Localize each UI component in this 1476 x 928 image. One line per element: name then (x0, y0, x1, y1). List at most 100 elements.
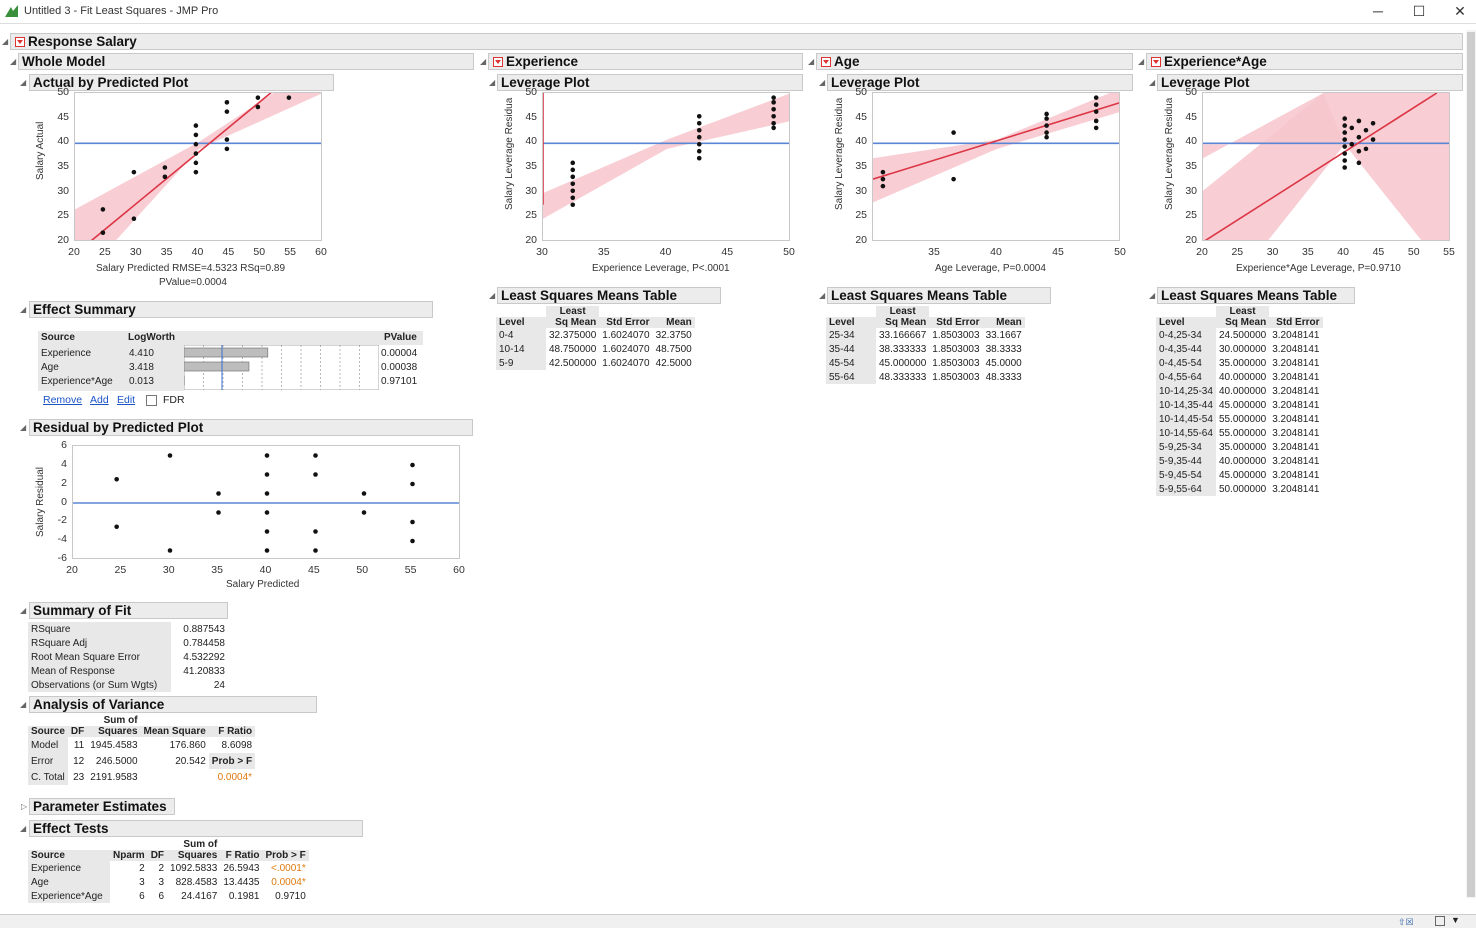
abp-y-tick: 20 (57, 234, 69, 246)
et-cell: 828.4583 (175, 876, 218, 888)
whole-model-header[interactable]: Whole Model (18, 53, 474, 70)
collapse-icon[interactable]: ◢ (10, 57, 17, 66)
experience-x-axis-label: Experience Leverage, P<.0001 (592, 263, 730, 274)
edit-link[interactable]: Edit (117, 394, 136, 406)
lsm-col: Sq Mean (546, 317, 600, 328)
anova-header[interactable]: Analysis of Variance (29, 696, 317, 713)
data-point (951, 176, 956, 182)
data-point (1356, 118, 1362, 124)
exp-age-y-tick: 35 (1185, 160, 1197, 172)
collapse-icon[interactable]: ◢ (2, 37, 9, 46)
effect-logworth: 0.013 (128, 376, 154, 387)
response-header[interactable]: Response Salary (10, 33, 1463, 50)
data-point (224, 109, 230, 114)
actual-by-predicted-plot[interactable] (74, 92, 322, 241)
lsm-cell: 1.6024070 (602, 357, 650, 369)
residual-by-predicted-header[interactable]: Residual by Predicted Plot (29, 419, 473, 436)
exp-age-leverage-plot[interactable] (1202, 92, 1450, 241)
lsm-cell: 35.000000 (1218, 357, 1267, 369)
data-point (193, 132, 199, 138)
data-point (286, 95, 292, 100)
collapse-icon[interactable]: ◢ (489, 78, 496, 87)
minimize-button[interactable]: ─ (1373, 3, 1383, 19)
parameter-estimates-header[interactable]: Parameter Estimates (29, 798, 175, 815)
collapse-icon[interactable]: ◢ (20, 606, 27, 615)
et-cell: Age (28, 875, 110, 889)
fdr-label: FDR (163, 394, 185, 406)
exp-age-x-tick: 35 (1302, 246, 1314, 258)
collapse-icon[interactable]: ◢ (1149, 78, 1156, 87)
lsm-cell: 5-9,35-44 (1156, 454, 1216, 468)
abp-x-tick: 40 (191, 246, 204, 258)
data-point (570, 188, 576, 194)
abp-y-tick: 35 (57, 160, 69, 172)
exp-age-leverage-header[interactable]: Leverage Plot (1157, 74, 1463, 91)
residual-y-tick: -4 (57, 533, 67, 546)
anova-prob-value: 0.0004* (217, 771, 253, 783)
effect-tests-header[interactable]: Effect Tests (29, 820, 363, 837)
collapse-icon[interactable]: ◢ (819, 78, 826, 87)
collapse-icon[interactable]: ◢ (480, 57, 487, 66)
collapse-icon[interactable]: ◢ (20, 305, 27, 314)
collapse-icon[interactable]: ◢ (489, 291, 496, 300)
fdr-checkbox[interactable] (146, 395, 157, 406)
chevron-down-icon[interactable]: ▼ (1451, 915, 1460, 925)
expand-icon[interactable]: ▷ (21, 802, 28, 811)
abp-x-tick: 20 (68, 246, 80, 258)
col-pvalue: PValue (384, 332, 417, 343)
red-triangle-menu-icon[interactable] (1151, 57, 1161, 67)
residual-y-tick: 2 (61, 476, 67, 489)
age-leverage-plot[interactable] (872, 92, 1120, 241)
data-point (1370, 120, 1376, 126)
exp-age-lsm-header[interactable]: Least Squares Means Table (1157, 287, 1355, 304)
exp-age-header[interactable]: Experience*Age (1146, 53, 1463, 70)
collapse-icon[interactable]: ◢ (808, 57, 815, 66)
residual-plot[interactable] (72, 445, 460, 559)
age-header[interactable]: Age (816, 53, 1133, 70)
exp-age-y-tick: 50 (1185, 86, 1197, 98)
red-triangle-menu-icon[interactable] (821, 57, 831, 67)
experience-header[interactable]: Experience (488, 53, 803, 70)
actual-by-predicted-header[interactable]: Actual by Predicted Plot (29, 74, 334, 91)
layout-toggle-icon[interactable] (1435, 916, 1445, 926)
close-button[interactable]: ✕ (1454, 3, 1466, 19)
lsm-cell: 1.6024070 (602, 329, 650, 341)
red-triangle-menu-icon[interactable] (493, 57, 503, 67)
experience-leverage-header[interactable]: Leverage Plot (497, 74, 803, 91)
lsm-cell: 45.000000 (879, 357, 927, 369)
collapse-icon[interactable]: ◢ (20, 824, 27, 833)
effect-summary-header[interactable]: Effect Summary (29, 301, 433, 318)
data-point (1342, 144, 1348, 149)
effect-logworth: 4.410 (128, 348, 154, 359)
add-link[interactable]: Add (90, 394, 109, 406)
experience-y-tick: 40 (525, 135, 537, 148)
lsm-cell: 10-14,35-44 (1156, 398, 1216, 412)
data-point (131, 169, 137, 175)
data-point (216, 510, 221, 515)
collapse-icon[interactable]: ◢ (1149, 291, 1156, 300)
lsm-cell: 45.0000 (985, 357, 1022, 369)
experience-lsm-header[interactable]: Least Squares Means Table (497, 287, 721, 304)
age-leverage-header[interactable]: Leverage Plot (827, 74, 1133, 91)
collapse-icon[interactable]: ◢ (819, 291, 826, 300)
lsm-cell: 55.000000 (1218, 427, 1267, 439)
share-icon[interactable]: ⇧☒ (1398, 917, 1414, 927)
abp-x-tick: 60 (315, 246, 327, 258)
summary-of-fit-header[interactable]: Summary of Fit (29, 602, 228, 619)
et-cell: 0.0004* (271, 876, 306, 888)
exp-age-y-tick: 30 (1185, 184, 1197, 197)
abp-y-tick: 50 (57, 86, 69, 98)
collapse-icon[interactable]: ◢ (20, 423, 27, 432)
vertical-scrollbar[interactable] (1466, 30, 1476, 898)
red-triangle-menu-icon[interactable] (15, 37, 25, 47)
anova-cell: Prob > F (208, 753, 256, 769)
scrollbar-thumb[interactable] (1467, 32, 1475, 897)
maximize-button[interactable]: ☐ (1412, 3, 1426, 19)
collapse-icon[interactable]: ◢ (1138, 57, 1145, 66)
age-lsm-header[interactable]: Least Squares Means Table (827, 287, 1051, 304)
remove-link[interactable]: Remove (43, 394, 83, 406)
experience-leverage-plot[interactable] (542, 92, 790, 241)
collapse-icon[interactable]: ◢ (20, 700, 27, 709)
collapse-icon[interactable]: ◢ (20, 78, 27, 87)
age-y-tick: 20 (855, 234, 867, 246)
